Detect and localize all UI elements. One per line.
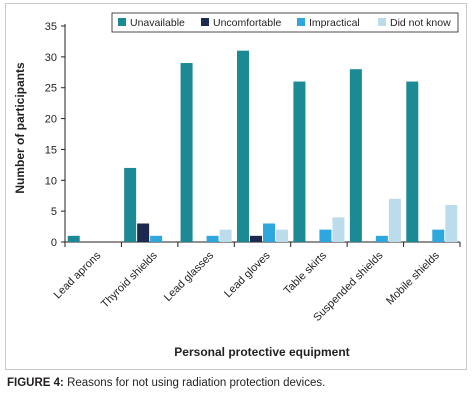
bar-unavailable [293, 81, 306, 243]
bar-did-not-know [332, 217, 345, 242]
bar-unavailable [406, 81, 419, 243]
y-tick-label: 0 [51, 237, 57, 249]
bar-did-not-know [276, 229, 288, 242]
bar-uncomfortable [250, 235, 262, 242]
bar-unavailable [180, 63, 193, 243]
legend-swatch [378, 18, 386, 26]
legend-label: Uncomfortable [213, 17, 281, 29]
legend-swatch [118, 18, 126, 26]
legend-label: Unavailable [130, 17, 185, 29]
x-tick-label: Lead gloves [222, 249, 273, 300]
bar-did-not-know [219, 229, 232, 242]
bar-unavailable [67, 235, 80, 242]
x-tick-label: Thyroid shields [99, 249, 160, 310]
x-tick-label: Mobile shields [384, 249, 442, 307]
x-tick-label: Lead aprons [52, 249, 104, 301]
legend-box [111, 12, 459, 33]
y-tick-label: 25 [45, 83, 57, 95]
bars-group [67, 50, 458, 243]
y-tick-label: 35 [45, 21, 57, 33]
bar-unavailable [237, 50, 249, 242]
chart-legend: Unavailable Uncomfortable Impractical Did n… [111, 12, 459, 33]
y-tick-label: 30 [45, 52, 57, 64]
x-tick-label: Lead glasses [162, 249, 217, 304]
y-axis-title: Number of participants [13, 62, 27, 194]
figure-caption: FIGURE 4: Reasons for not using radiatio… [7, 377, 325, 389]
bar-impractical [319, 229, 332, 242]
bar-uncomfortable [137, 223, 150, 242]
x-axis-title: Personal protective equipment [174, 345, 349, 359]
y-tick-label: 15 [45, 144, 57, 156]
y-tick-label: 10 [45, 175, 57, 187]
y-tick-label: 20 [45, 114, 57, 126]
caption-text: Reasons for not using radiation protecti… [63, 377, 326, 389]
legend-label: Did not know [390, 17, 451, 29]
bar-unavailable [349, 69, 362, 242]
x-tick-label: Table skirts [282, 249, 330, 297]
caption-label: FIGURE 4: [7, 377, 64, 389]
bar-impractical [206, 235, 219, 242]
bar-impractical [375, 235, 388, 242]
figure-frame [5, 3, 467, 370]
y-tick-label: 5 [51, 206, 57, 218]
bar-unavailable [124, 167, 137, 242]
legend-swatch [297, 18, 305, 26]
legend-label: Impractical [309, 17, 360, 29]
legend-swatch [201, 18, 209, 26]
bar-impractical [432, 229, 445, 242]
bar-chart: Unavailable Uncomfortable Impractical Did n… [13, 12, 461, 359]
bar-impractical [150, 235, 163, 242]
bar-did-not-know [445, 204, 458, 242]
bar-impractical [263, 223, 275, 242]
y-axis: 0 5 10 15 20 25 30 35 [45, 21, 66, 249]
bar-did-not-know [388, 198, 401, 242]
